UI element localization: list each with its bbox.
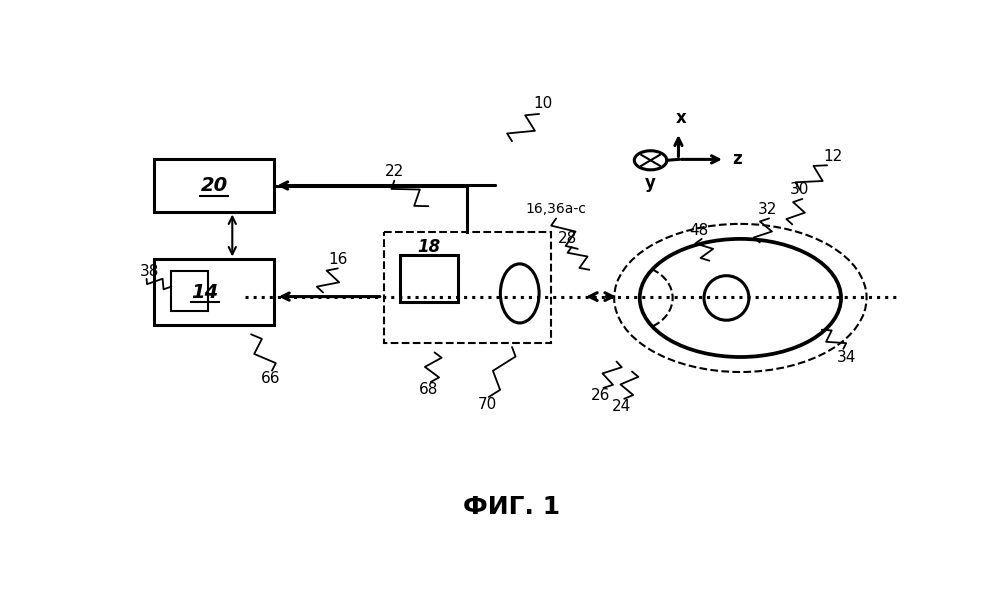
Text: 22: 22	[385, 164, 404, 179]
Text: y: y	[645, 175, 656, 192]
Text: 18: 18	[418, 238, 441, 255]
Text: 12: 12	[823, 149, 843, 163]
Text: 38: 38	[140, 264, 159, 279]
Text: 34: 34	[837, 350, 856, 365]
Text: 32: 32	[758, 202, 777, 217]
Bar	[154, 159, 275, 212]
Text: x: x	[675, 109, 686, 127]
Text: 70: 70	[478, 397, 497, 412]
Bar	[400, 255, 458, 303]
Text: ФИГ. 1: ФИГ. 1	[464, 495, 560, 519]
Text: 14: 14	[192, 283, 219, 301]
Text: 16: 16	[328, 252, 348, 267]
Bar	[172, 271, 209, 311]
Bar	[154, 260, 275, 325]
Text: 10: 10	[533, 96, 552, 111]
Text: 20: 20	[201, 176, 228, 195]
Text: 16,36а-с: 16,36а-с	[525, 202, 586, 217]
Text: 24: 24	[612, 399, 631, 415]
Text: 66: 66	[261, 371, 280, 386]
Text: z: z	[732, 150, 742, 168]
Text: 68: 68	[419, 382, 438, 397]
Text: 30: 30	[790, 182, 809, 197]
Text: 48: 48	[689, 223, 709, 238]
Text: 28: 28	[558, 231, 577, 247]
Text: 26: 26	[591, 388, 610, 403]
Bar	[385, 232, 550, 343]
